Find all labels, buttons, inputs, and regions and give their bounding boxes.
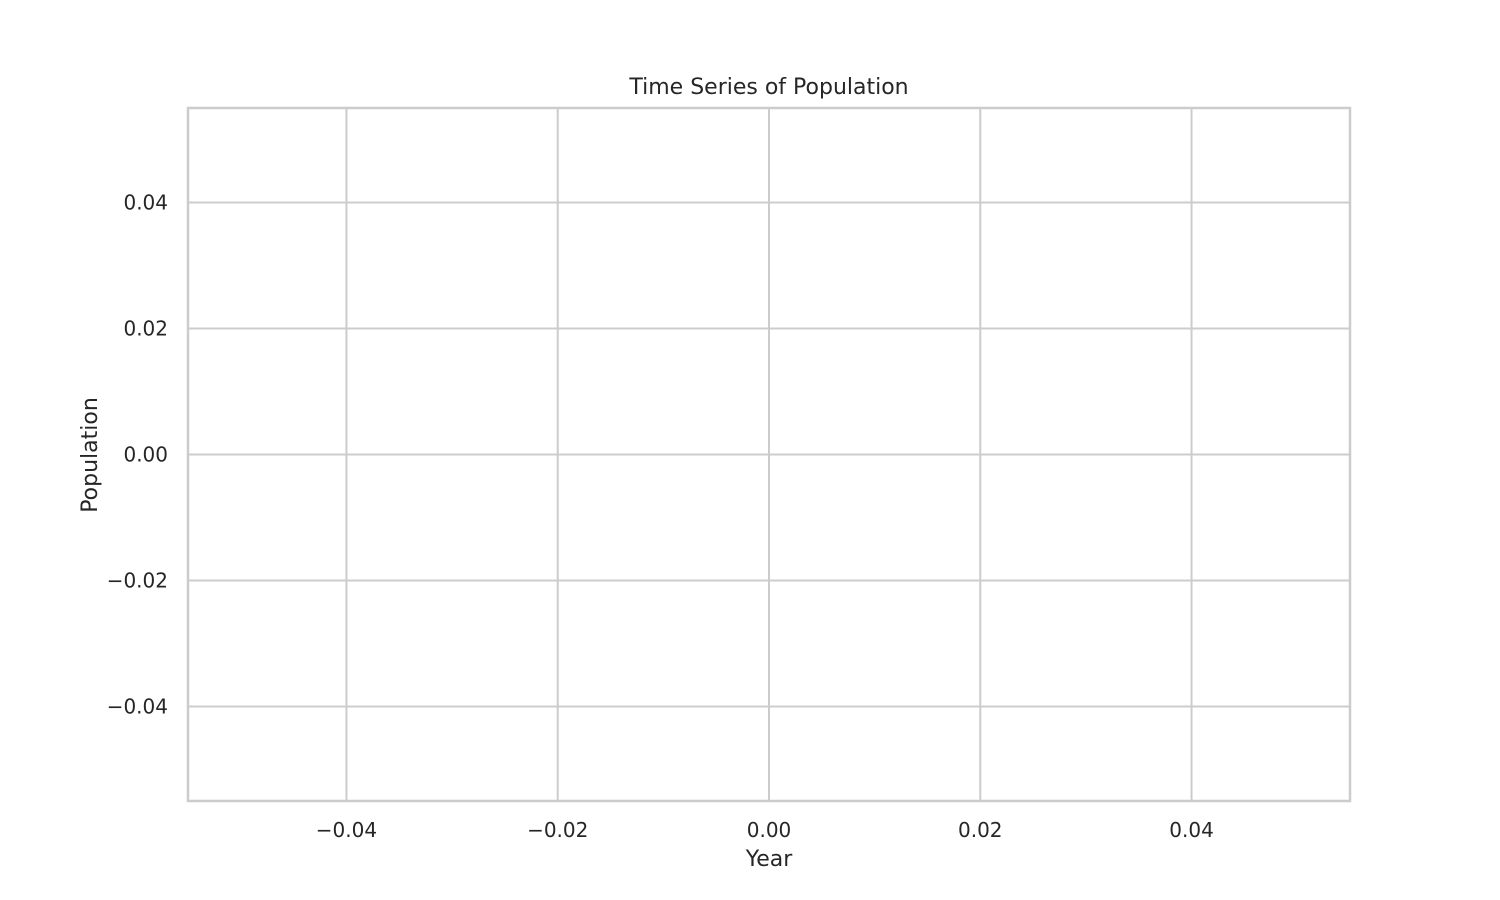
grid-layer xyxy=(188,108,1350,801)
x-tick-label: −0.02 xyxy=(527,818,588,842)
x-tick-label: −0.04 xyxy=(316,818,377,842)
y-tick-label: 0.00 xyxy=(123,443,168,467)
x-tick-labels: −0.04 −0.02 0.00 0.02 0.04 xyxy=(316,818,1214,842)
x-tick-label: 0.02 xyxy=(958,818,1003,842)
chart-title: Time Series of Population xyxy=(628,75,908,100)
x-tick-label: 0.00 xyxy=(747,818,792,842)
y-tick-labels: −0.04 −0.02 0.00 0.02 0.04 xyxy=(107,191,168,719)
x-axis-label: Year xyxy=(745,847,794,872)
y-tick-label: 0.04 xyxy=(123,191,168,215)
y-tick-label: 0.02 xyxy=(123,317,168,341)
y-axis-label: Population xyxy=(78,397,103,513)
y-tick-label: −0.02 xyxy=(107,569,168,593)
y-tick-label: −0.04 xyxy=(107,695,168,719)
x-tick-label: 0.04 xyxy=(1169,818,1214,842)
plot-area-frame xyxy=(186,106,1352,803)
